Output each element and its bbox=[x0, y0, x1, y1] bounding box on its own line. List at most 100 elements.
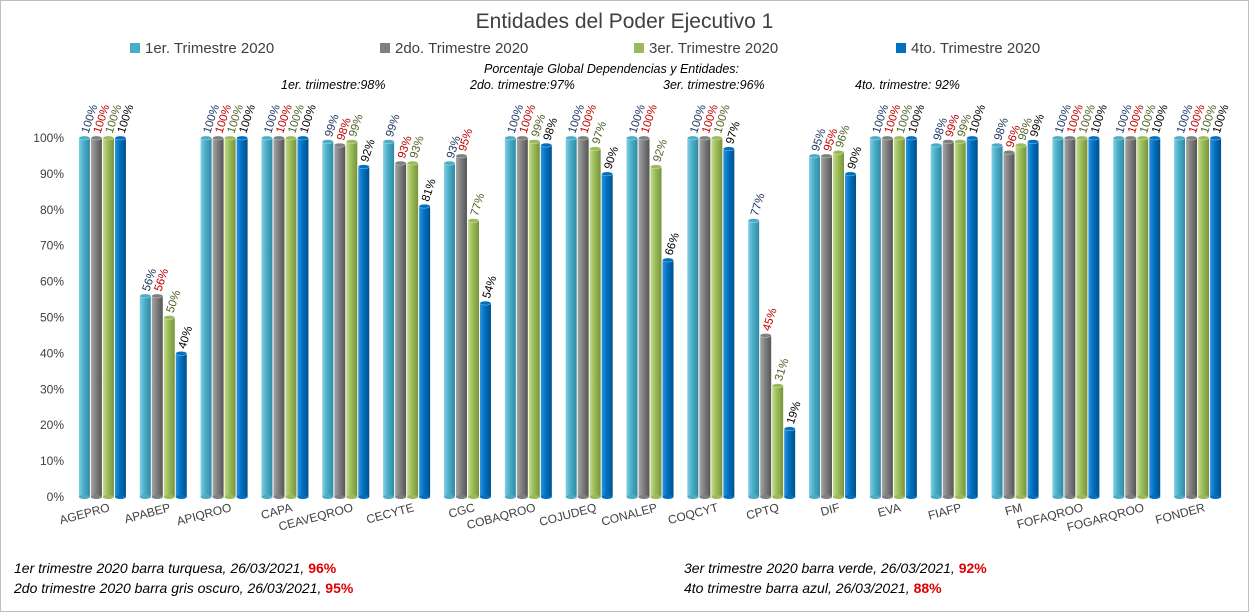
bar-cap bbox=[236, 135, 248, 141]
bar-base bbox=[626, 495, 638, 499]
bar-cap bbox=[1088, 135, 1100, 141]
bar-cap bbox=[759, 333, 772, 338]
x-tick-label: DIF bbox=[819, 500, 841, 519]
bar-base bbox=[966, 495, 978, 499]
x-tick-label: EVA bbox=[876, 500, 902, 520]
bar-base bbox=[102, 495, 114, 499]
bar-base bbox=[200, 495, 212, 499]
footnote-q4-text: 4to trimestre barra azul, 26/03/2021, bbox=[684, 580, 914, 596]
data-label: 92% bbox=[651, 138, 670, 164]
bar bbox=[236, 138, 248, 497]
legend-swatch-q1 bbox=[130, 43, 140, 53]
bar bbox=[139, 295, 151, 497]
legend-item-q2: 2do. Trimestre 2020 bbox=[380, 40, 528, 57]
bar-base bbox=[954, 495, 966, 499]
bar bbox=[662, 260, 674, 497]
bar-cap bbox=[528, 139, 541, 144]
bar-base bbox=[1015, 495, 1027, 499]
x-tick-label: CONALEP bbox=[600, 500, 659, 528]
bar bbox=[273, 138, 285, 497]
y-tick-label: 50% bbox=[40, 311, 64, 325]
bar bbox=[905, 138, 917, 497]
footnote-q2-text: 2do trimestre 2020 barra gris oscuro, 26… bbox=[14, 580, 326, 596]
x-tick-label: FM bbox=[1003, 500, 1023, 518]
bar bbox=[711, 138, 723, 497]
bar-cap bbox=[1185, 135, 1198, 141]
data-label: 90% bbox=[846, 145, 865, 171]
bar-base bbox=[930, 495, 942, 499]
bar-base bbox=[772, 495, 784, 499]
bar bbox=[760, 335, 772, 497]
bar bbox=[151, 295, 163, 497]
bar bbox=[601, 173, 613, 497]
bar-base bbox=[821, 495, 833, 499]
legend-swatch-q4 bbox=[896, 43, 906, 53]
bar-base bbox=[1113, 495, 1125, 499]
bar-base bbox=[395, 495, 407, 499]
bar-cap bbox=[881, 135, 894, 141]
bar-cap bbox=[443, 160, 456, 166]
bar-base bbox=[1210, 495, 1222, 499]
bar-base bbox=[1137, 495, 1149, 499]
bar-cap bbox=[577, 135, 589, 141]
bar-cap bbox=[175, 351, 188, 356]
bar-cap bbox=[322, 139, 334, 144]
bar-cap bbox=[394, 160, 407, 166]
bar bbox=[467, 220, 479, 497]
global-note-q1: 1er. triimestre:98% bbox=[281, 78, 386, 92]
footnote-q4: 4to trimestre barra azul, 26/03/2021, 88… bbox=[684, 580, 942, 596]
bar bbox=[285, 138, 297, 497]
bar-base bbox=[139, 495, 151, 499]
bar-base bbox=[273, 495, 285, 499]
bar-base bbox=[833, 495, 845, 499]
bar-cap bbox=[1064, 135, 1076, 141]
bar bbox=[419, 206, 431, 497]
bar-cap bbox=[1112, 135, 1125, 141]
data-label: 81% bbox=[420, 178, 439, 204]
bar bbox=[540, 145, 552, 497]
bar-base bbox=[687, 495, 699, 499]
bar-cap bbox=[844, 171, 857, 177]
legend-swatch-q3 bbox=[634, 43, 644, 53]
bar bbox=[346, 141, 358, 497]
bar-cap bbox=[869, 135, 882, 141]
bar-cap bbox=[747, 218, 760, 223]
bar-base bbox=[662, 495, 674, 499]
bar-base bbox=[650, 495, 662, 499]
bar-base bbox=[358, 495, 370, 499]
bar-base bbox=[893, 495, 905, 499]
bar bbox=[1003, 152, 1015, 498]
bar-base bbox=[151, 495, 163, 499]
x-tick-label: COBAQROO bbox=[465, 500, 537, 532]
bar-cap bbox=[224, 135, 236, 141]
bar-cap bbox=[699, 135, 711, 141]
bar-cap bbox=[650, 164, 662, 169]
bar-base bbox=[711, 495, 723, 499]
bar bbox=[1052, 138, 1064, 497]
bar-cap bbox=[1136, 135, 1149, 141]
data-label: 96% bbox=[834, 124, 853, 150]
bar-base bbox=[1076, 495, 1088, 499]
bar-base bbox=[845, 495, 857, 499]
bar-base bbox=[601, 495, 613, 499]
bar-cap bbox=[808, 153, 821, 159]
bar-cap bbox=[1148, 135, 1161, 141]
y-tick-label: 20% bbox=[40, 418, 64, 432]
bar-cap bbox=[1015, 142, 1027, 148]
x-tick-label: COQCYT bbox=[666, 500, 720, 527]
bar-cap bbox=[662, 257, 674, 263]
data-label: 100% bbox=[968, 103, 989, 135]
bar-cap bbox=[783, 426, 796, 432]
bar-base bbox=[809, 495, 821, 499]
global-note-q3: 3er. trimestre:96% bbox=[663, 78, 765, 92]
footnote-q1-value: 96% bbox=[308, 560, 337, 576]
bar bbox=[504, 138, 516, 497]
legend-label-q3: 3er. Trimestre 2020 bbox=[649, 40, 779, 57]
chart-title: Entidades del Poder Ejecutivo 1 bbox=[475, 10, 774, 33]
bar bbox=[528, 141, 540, 497]
legend-swatch-q2 bbox=[380, 43, 390, 53]
bar-cap bbox=[1209, 135, 1222, 141]
bar-base bbox=[1174, 495, 1186, 499]
x-tick-label: AGEPRO bbox=[58, 500, 111, 527]
y-tick-label: 30% bbox=[40, 382, 64, 396]
